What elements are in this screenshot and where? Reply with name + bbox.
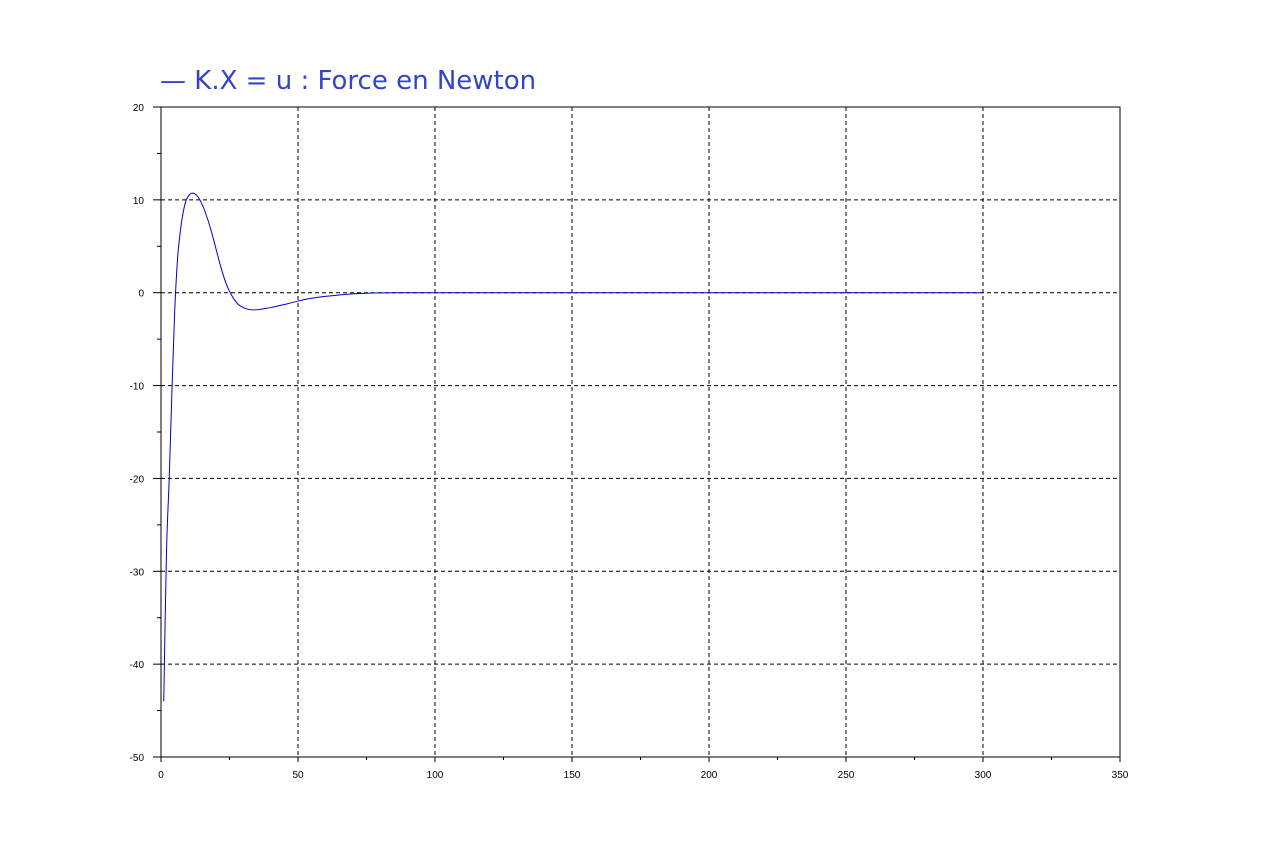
x-tick-label: 100 (427, 770, 444, 781)
x-tick-label: 250 (838, 770, 855, 781)
axis-tick-labels: 0 50 100 150 200 250 300 35020100-10-20-30-40-5… (130, 103, 1129, 781)
series-line-0 (163, 192, 983, 702)
x-tick-label: 150 (564, 770, 581, 781)
plot-frame (160, 106, 1121, 758)
series-layer (163, 192, 983, 702)
x-tick-label: 0 (158, 770, 164, 781)
x-tick-label: 300 (975, 770, 992, 781)
y-tick-label: 10 (133, 196, 145, 207)
axis-ticks (153, 106, 1121, 762)
chart-title: — K.X = u : Force en Newton (160, 66, 536, 96)
y-tick-label: -10 (130, 382, 145, 393)
y-tick-label: 20 (133, 103, 145, 114)
y-tick-label: -50 (130, 753, 145, 764)
y-tick-label: -20 (130, 474, 145, 485)
y-tick-label: -40 (130, 660, 145, 671)
y-tick-label: -30 (130, 567, 145, 578)
x-tick-label: 200 (701, 770, 718, 781)
x-tick-label: 50 (292, 770, 304, 781)
grid-lines (161, 107, 1120, 757)
x-tick-label: 350 (1112, 770, 1129, 781)
y-tick-label: 0 (138, 289, 144, 300)
